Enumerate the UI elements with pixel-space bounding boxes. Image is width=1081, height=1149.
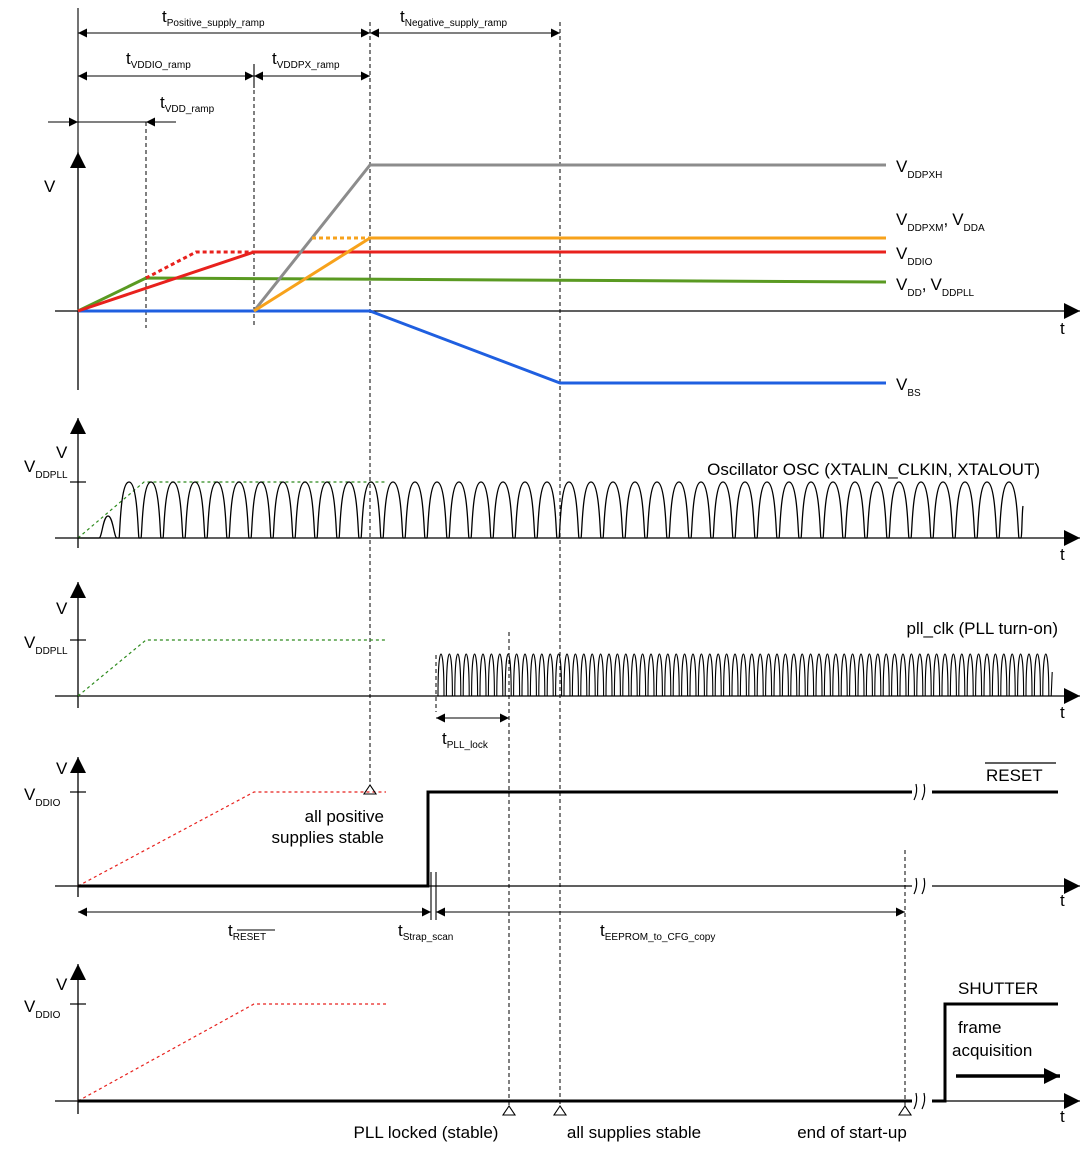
reset-level-label: VDDIO [24,785,61,809]
supplies-t-axis-label: t [1060,319,1065,338]
reset-t-axis-label: t [1060,891,1065,910]
osc-t-axis-label: t [1060,545,1065,564]
shutter-t-axis-label: t [1060,1107,1065,1126]
pll-v-axis-label: V [56,599,68,618]
pll-t-axis-label: t [1060,703,1065,722]
label-t-eeprom-copy: tEEPROM_to_CFG_copy [600,921,715,943]
panel-supplies: V t VDDPXH VDDPXM, VDDA VDDIO VDD, VDDPLL … [44,152,1080,399]
pll-level-label: VDDPLL [24,633,68,657]
event-marker-positive-stable [362,784,378,795]
label-t-vddpx-ramp: tVDDPX_ramp [272,49,340,71]
label-t-strap-scan: tStrap_scan [398,921,453,943]
label-positive-stable-2: supplies stable [272,828,384,847]
label-acquisition: acquisition [952,1041,1032,1060]
panel-pll-clock: V t VDDPLL pll_clk (PLL turn-on) tPLL_lo… [24,582,1080,751]
trace-vdd [77,276,887,313]
trace-vddio-dashed [145,250,254,280]
label-shutter: SHUTTER [958,979,1038,998]
trace-vbs [78,309,886,385]
label-pll-clk: pll_clk (PLL turn-on) [907,619,1059,638]
label-end-startup: end of start-up [797,1123,907,1142]
panel-shutter: V t VDDIO SHUTTER frame acquisition PLL … [24,964,1080,1142]
reset-signal [78,790,912,888]
pll-clock-wave [437,653,1053,697]
label-t-positive-supply-ramp: tPositive_supply_ramp [162,7,265,29]
label-all-stable: all supplies stable [567,1123,701,1142]
osc-v-axis-label: V [56,443,68,462]
top-dimensions: tPositive_supply_ramp tNegative_supply_r… [48,7,560,300]
label-frame: frame [958,1018,1001,1037]
event-marker-pll-locked [501,1105,517,1116]
label-vdd-vddpll: VDD, VDDPLL [896,275,975,299]
osc-level-label: VDDPLL [24,457,68,481]
label-t-negative-supply-ramp: tNegative_supply_ramp [400,7,507,29]
pll-ref-dashed [77,639,386,697]
label-vddio: VDDIO [896,244,933,268]
middle-dimensions: tRESET tStrap_scan tEEPROM_to_CFG_copy [78,872,905,943]
shutter-v-axis-label: V [56,975,68,994]
label-oscillator: Oscillator OSC (XTALIN_CLKIN, XTALOUT) [707,460,1040,479]
shutter-break-marks [913,1092,926,1110]
reset-ref-dashed [77,791,386,887]
oscillator-wave [78,481,1024,539]
trace-vddpxm [253,236,886,313]
label-pll-locked: PLL locked (stable) [354,1123,499,1142]
reset-break-marks [913,783,926,895]
label-vddpxm-vdda: VDDPXM, VDDA [896,210,985,234]
reference-lines [145,22,906,1106]
label-positive-stable-1: all positive [305,807,384,826]
label-t-reset: tRESET [228,921,266,943]
label-vddpxh: VDDPXH [896,157,942,181]
label-reset: RESET [986,766,1043,785]
label-t-pll-lock: tPLL_lock [442,729,489,751]
shutter-ref-dashed [77,1003,386,1102]
trace-vddio [77,250,886,313]
panel-oscillator: V t VDDPLL Oscillator OSC (XTALIN_CLKIN,… [24,418,1080,564]
shutter-signal [932,1002,1058,1103]
supplies-v-axis-label: V [44,177,56,196]
panel-reset: V t VDDIO RESET all positive supplies st… [24,757,1080,910]
label-t-vddio-ramp: tVDDIO_ramp [126,49,191,71]
label-t-vdd-ramp: tVDD_ramp [160,93,215,115]
trace-vddpxh [252,163,886,312]
label-vbs: VBS [896,375,921,399]
shutter-level-label: VDDIO [24,997,61,1021]
event-marker-all-stable [552,1105,568,1116]
event-marker-end-startup [897,1105,913,1116]
reset-v-axis-label: V [56,759,68,778]
